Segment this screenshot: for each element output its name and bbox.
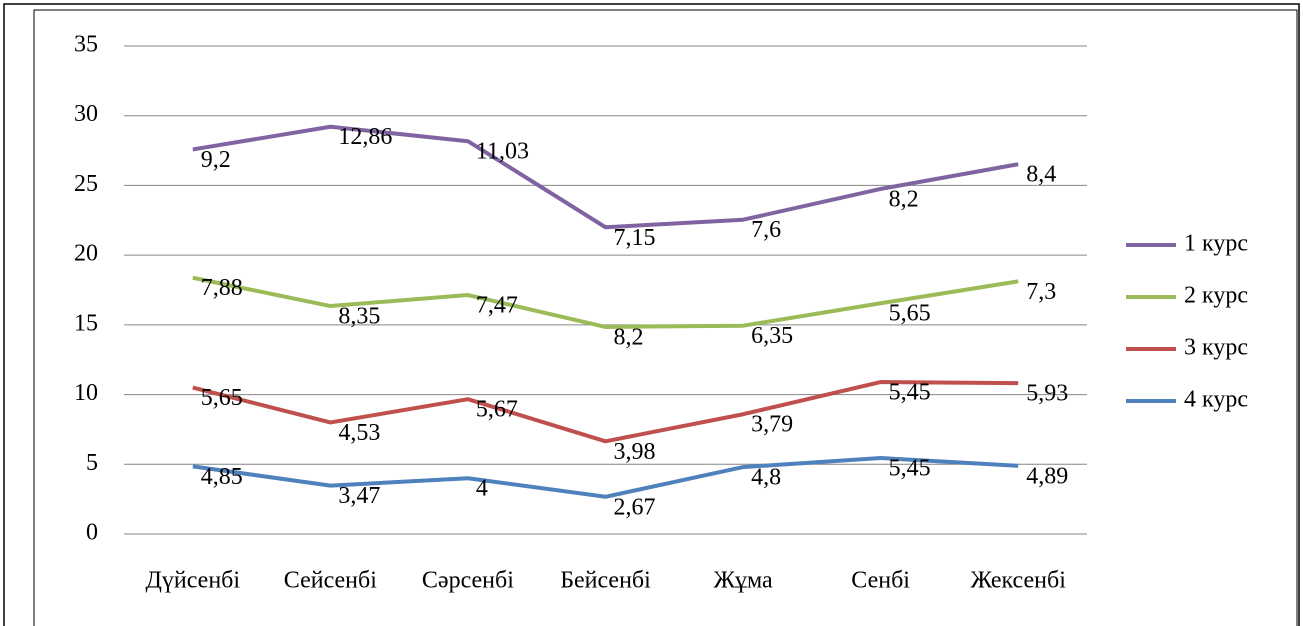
data-label: 11,03 <box>476 139 529 165</box>
x-tick-label: Сейсенбі <box>284 568 377 594</box>
x-tick-label: Жұма <box>713 568 773 594</box>
outer-frame <box>3 3 1300 626</box>
line-series <box>192 124 1019 230</box>
data-label: 5,65 <box>889 301 931 327</box>
y-tick-label: 10 <box>74 380 98 406</box>
data-label: 2,67 <box>614 494 656 520</box>
y-tick-label: 30 <box>74 101 98 127</box>
data-label: 3,47 <box>338 483 380 509</box>
x-tick-label: Дүйсенбі <box>146 568 241 594</box>
legend-label: 1 курс <box>1184 231 1248 257</box>
data-label: 4,85 <box>201 464 243 490</box>
data-label: 8,2 <box>614 324 644 350</box>
data-label: 4,8 <box>751 465 781 491</box>
data-label: 7,15 <box>614 225 656 251</box>
data-label: 7,3 <box>1026 279 1056 305</box>
data-label: 5,65 <box>201 385 243 411</box>
data-label: 7,47 <box>476 293 518 319</box>
x-tick-label: Бейсенбі <box>560 568 651 594</box>
legend-label: 2 курс <box>1184 283 1248 309</box>
data-label: 3,79 <box>751 412 793 438</box>
chart-frame <box>33 9 1298 626</box>
y-tick-label: 35 <box>74 32 98 58</box>
data-label: 4,89 <box>1026 463 1068 489</box>
data-label: 8,4 <box>1026 162 1056 188</box>
data-label: 6,35 <box>751 323 793 349</box>
data-label: 5,93 <box>1026 381 1068 407</box>
x-tick-label: Жексенбі <box>971 568 1067 594</box>
y-tick-label: 15 <box>74 310 98 336</box>
data-label: 8,2 <box>889 186 919 212</box>
y-tick-label: 25 <box>74 171 98 197</box>
data-label: 12,86 <box>338 124 392 150</box>
data-label: 3,98 <box>614 439 656 465</box>
y-tick-label: 5 <box>86 450 98 476</box>
data-label: 4,53 <box>338 420 380 446</box>
y-tick-label: 20 <box>74 241 98 267</box>
data-label: 9,2 <box>201 147 231 173</box>
data-label: 5,67 <box>476 397 518 423</box>
data-label: 8,35 <box>338 304 380 330</box>
x-tick-label: Сенбі <box>851 568 910 594</box>
line-series <box>192 380 1019 444</box>
data-label: 7,6 <box>751 217 781 243</box>
y-tick-label: 0 <box>86 520 98 546</box>
line-series <box>192 275 1019 329</box>
data-label: 4 <box>476 476 488 502</box>
data-label: 5,45 <box>889 380 931 406</box>
x-tick-label: Сәрсенбі <box>422 568 514 594</box>
legend-label: 3 курс <box>1184 335 1248 361</box>
legend-label: 4 курс <box>1184 387 1248 413</box>
data-label: 7,88 <box>201 275 243 301</box>
data-label: 5,45 <box>889 456 931 482</box>
line-series <box>192 456 1019 499</box>
